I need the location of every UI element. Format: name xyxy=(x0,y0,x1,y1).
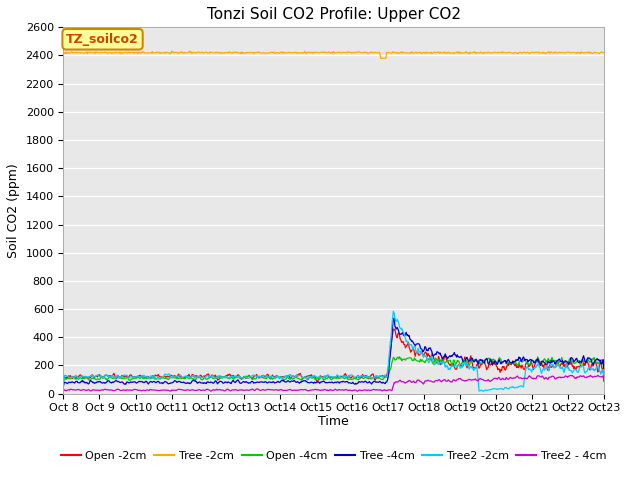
Tree2 -2cm xyxy=(125,375,132,381)
Tree -2cm xyxy=(186,48,193,54)
Tree2 - 4cm xyxy=(60,388,67,394)
Line: Tree -4cm: Tree -4cm xyxy=(63,318,604,386)
Tree -2cm xyxy=(600,50,607,56)
Open -4cm xyxy=(600,370,607,375)
Tree -4cm xyxy=(400,333,408,339)
Open -2cm xyxy=(125,374,132,380)
Line: Open -4cm: Open -4cm xyxy=(63,357,604,382)
Tree -4cm xyxy=(600,368,607,374)
Open -4cm xyxy=(209,375,216,381)
Open -2cm xyxy=(60,379,67,384)
Open -4cm xyxy=(416,359,424,365)
Tree -2cm xyxy=(401,49,408,55)
Line: Tree -2cm: Tree -2cm xyxy=(63,51,604,58)
Tree2 - 4cm xyxy=(600,379,607,384)
Tree2 - 4cm xyxy=(586,372,594,378)
Tree2 -2cm xyxy=(416,348,424,354)
Open -2cm xyxy=(180,376,188,382)
Tree -4cm xyxy=(125,380,132,386)
Tree -2cm xyxy=(417,49,424,55)
Tree -4cm xyxy=(69,380,77,385)
Open -2cm xyxy=(400,342,408,348)
Tree -4cm xyxy=(209,380,216,385)
Line: Open -2cm: Open -2cm xyxy=(63,329,604,382)
Tree -4cm xyxy=(180,379,188,385)
Text: TZ_soilco2: TZ_soilco2 xyxy=(66,33,139,46)
Open -2cm xyxy=(69,373,77,379)
Tree2 -2cm xyxy=(390,309,397,314)
Tree2 - 4cm xyxy=(209,387,216,393)
Open -4cm xyxy=(396,354,403,360)
Open -4cm xyxy=(125,377,132,383)
Tree -2cm xyxy=(209,50,217,56)
Open -2cm xyxy=(600,373,607,379)
Title: Tonzi Soil CO2 Profile: Upper CO2: Tonzi Soil CO2 Profile: Upper CO2 xyxy=(207,7,461,22)
Tree2 -2cm xyxy=(69,374,77,380)
Tree2 -2cm xyxy=(60,379,67,385)
Open -4cm xyxy=(60,379,67,385)
Legend: Open -2cm, Tree -2cm, Open -4cm, Tree -4cm, Tree2 -2cm, Tree2 - 4cm: Open -2cm, Tree -2cm, Open -4cm, Tree -4… xyxy=(56,447,611,466)
X-axis label: Time: Time xyxy=(318,415,349,428)
Tree -4cm xyxy=(390,315,398,321)
Open -2cm xyxy=(209,372,216,378)
Tree -4cm xyxy=(416,342,424,348)
Tree2 - 4cm xyxy=(180,387,188,393)
Open -4cm xyxy=(180,375,188,381)
Tree2 -2cm xyxy=(400,330,408,336)
Tree -2cm xyxy=(125,49,132,55)
Tree2 - 4cm xyxy=(400,379,408,385)
Line: Tree2 - 4cm: Tree2 - 4cm xyxy=(63,375,604,391)
Open -2cm xyxy=(416,352,424,358)
Tree2 - 4cm xyxy=(416,378,424,384)
Open -2cm xyxy=(390,326,397,332)
Line: Tree2 -2cm: Tree2 -2cm xyxy=(63,312,604,391)
Tree -4cm xyxy=(60,383,67,389)
Tree -2cm xyxy=(180,50,188,56)
Y-axis label: Soil CO2 (ppm): Soil CO2 (ppm) xyxy=(7,163,20,258)
Tree2 - 4cm xyxy=(125,387,132,393)
Tree -2cm xyxy=(377,55,385,61)
Tree2 -2cm xyxy=(180,374,188,380)
Tree2 - 4cm xyxy=(69,387,77,393)
Tree2 -2cm xyxy=(479,388,486,394)
Open -4cm xyxy=(69,374,77,380)
Tree2 -2cm xyxy=(600,376,607,382)
Tree2 - 4cm xyxy=(353,388,361,394)
Tree2 -2cm xyxy=(209,373,216,379)
Tree -2cm xyxy=(69,50,77,56)
Open -4cm xyxy=(400,357,408,362)
Tree -2cm xyxy=(60,50,67,56)
